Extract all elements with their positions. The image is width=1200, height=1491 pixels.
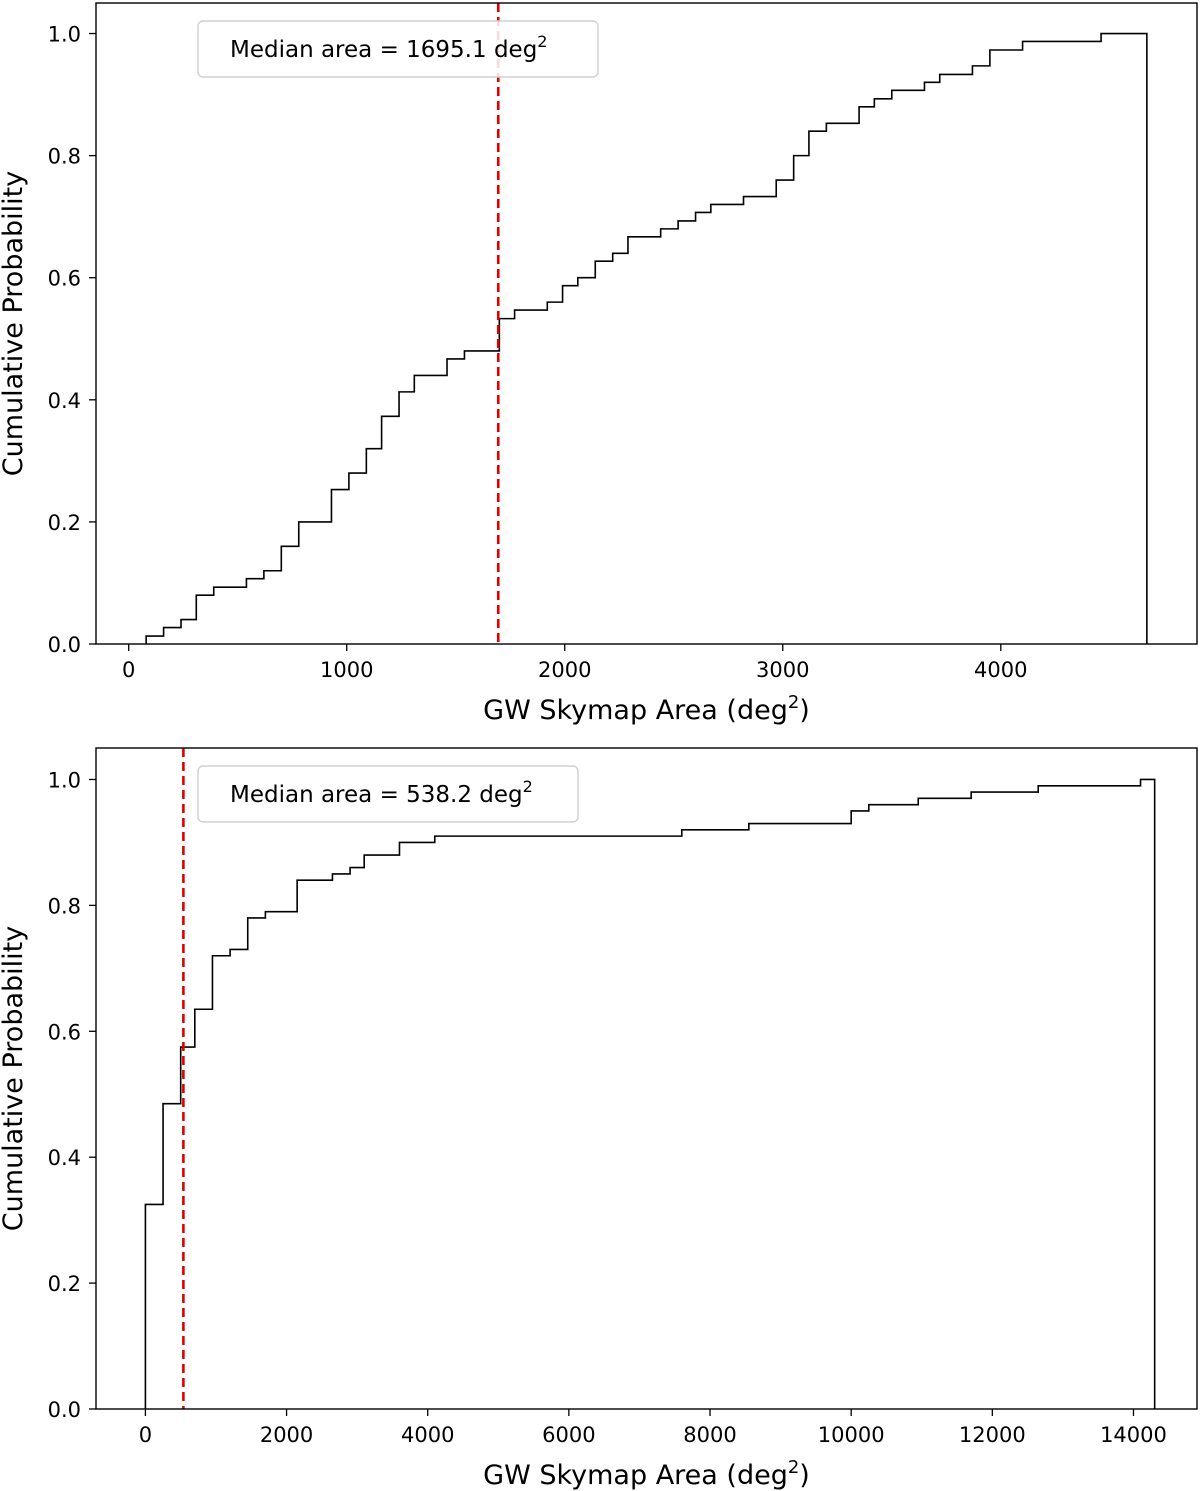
x-tick-label: 2000	[260, 1423, 313, 1447]
x-axis-title: GW Skymap Area (deg2)	[483, 1457, 810, 1490]
x-axis-title-sup: 2	[788, 692, 799, 713]
x-axis-title-end: )	[799, 1460, 810, 1490]
x-tick-label: 4000	[401, 1423, 454, 1447]
axes-frame	[95, 747, 1198, 1410]
x-axis-title: GW Skymap Area (deg2)	[483, 692, 810, 726]
x-tick-label: 8000	[683, 1423, 736, 1447]
x-tick-label: 0	[139, 1423, 152, 1447]
x-tick-label: 6000	[542, 1423, 595, 1447]
y-tick-label: 0.6	[48, 1020, 81, 1044]
y-tick-label: 0.8	[48, 894, 81, 918]
legend-label-sup: 2	[537, 32, 547, 51]
y-tick-label: 0.4	[48, 1146, 81, 1170]
cdf-step-line	[144, 778, 1156, 1409]
legend-box	[197, 20, 599, 78]
x-tick-label: 14000	[1100, 1423, 1167, 1447]
x-tick-label: 10000	[818, 1423, 885, 1447]
x-axis-title-end: )	[799, 695, 810, 726]
x-tick-label: 0	[122, 658, 135, 682]
x-tick-label: 12000	[959, 1423, 1026, 1447]
x-axis-title-sup: 2	[788, 1457, 799, 1478]
y-axis-title: Cumulative Probability	[0, 926, 29, 1231]
legend-label-text: Median area = 1695.1 deg	[230, 37, 537, 63]
y-tick-label: 0.2	[48, 511, 81, 535]
x-tick-label: 2000	[538, 658, 591, 682]
legend-label-text: Median area = 538.2 deg	[230, 782, 523, 808]
legend-box	[197, 765, 579, 823]
top-chart: 0 1000 2000 3000 4000 0.0 0.2 0.4 0.6 0.8 1.0 GW Sk…	[0, 0, 1200, 745]
y-axis-title: Cumulative Probability	[0, 171, 29, 476]
legend-label: Median area = 1695.1 deg2	[230, 32, 547, 63]
x-axis-title-text: GW Skymap Area (deg	[483, 1460, 788, 1490]
x-tick-label: 4000	[974, 658, 1027, 682]
y-tick-label: 1.0	[48, 23, 81, 47]
bottom-chart-svg: 0 2000 4000 6000 8000 10000 12000 14000 0.0 0.2 0.…	[0, 747, 1198, 1490]
legend-label: Median area = 538.2 deg2	[230, 777, 533, 808]
y-tick-label: 0.4	[48, 389, 81, 413]
x-tick-label: 1000	[320, 658, 373, 682]
y-tick-label: 0.6	[48, 267, 81, 291]
y-tick-label: 0.8	[48, 145, 81, 169]
top-chart-svg: 0 1000 2000 3000 4000 0.0 0.2 0.4 0.6 0.8 1.0 GW Sk…	[0, 2, 1198, 726]
x-axis-title-text: GW Skymap Area (deg	[483, 695, 788, 726]
x-tick-label: 3000	[756, 658, 809, 682]
cdf-step-line	[145, 32, 1148, 644]
y-tick-label: 0.0	[48, 1398, 81, 1422]
axes-frame	[95, 2, 1198, 645]
legend-label-sup: 2	[523, 777, 533, 796]
y-tick-label: 1.0	[48, 768, 81, 792]
bottom-chart: 0 2000 4000 6000 8000 10000 12000 14000 0.0 0.2 0.…	[0, 745, 1200, 1490]
y-tick-label: 0.2	[48, 1272, 81, 1296]
y-tick-label: 0.0	[48, 633, 81, 657]
